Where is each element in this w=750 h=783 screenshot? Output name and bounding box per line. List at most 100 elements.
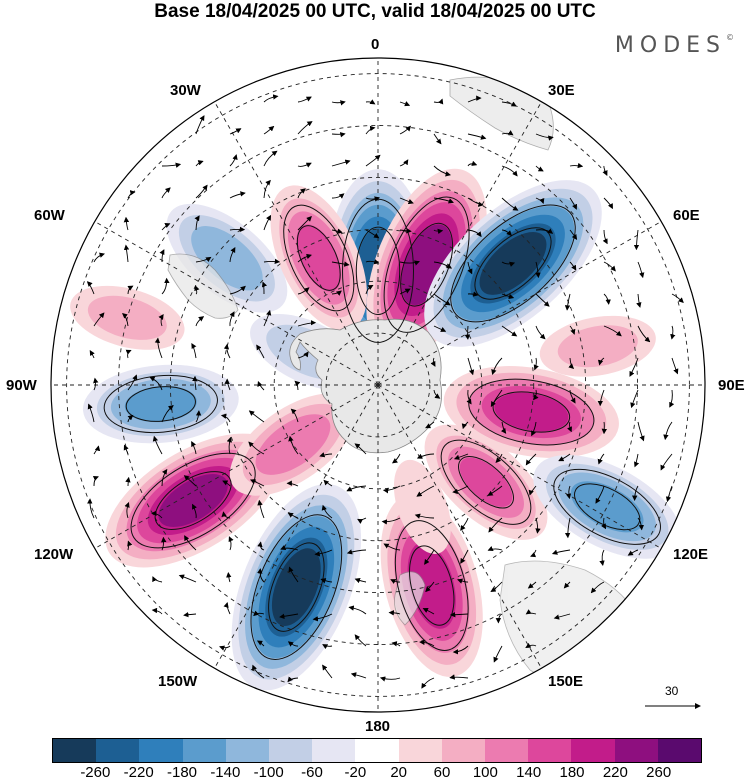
wind-arrow	[535, 261, 541, 279]
wind-arrow	[219, 645, 231, 651]
anomaly-shade	[124, 385, 197, 423]
wind-arrow	[563, 581, 571, 589]
wind-arrow	[331, 132, 346, 138]
wind-arrow	[433, 165, 451, 177]
wind-arrow	[224, 378, 231, 391]
wind-arrow	[365, 284, 374, 295]
contour-line	[553, 468, 661, 545]
wind-arrow	[331, 261, 350, 267]
wind-arrow	[87, 498, 95, 519]
wind-arrow	[551, 549, 571, 555]
wind-arrow	[93, 445, 101, 455]
wind-arrow	[430, 357, 436, 367]
wind-arrow	[297, 351, 309, 359]
wind-arrow	[500, 421, 507, 434]
contour-line	[574, 483, 641, 531]
wind-arrow	[631, 485, 639, 501]
graticule	[51, 58, 705, 712]
wind-arrow	[321, 504, 333, 519]
wind-arrow	[637, 517, 645, 531]
wind-arrow	[528, 485, 537, 496]
wind-arrow	[671, 357, 679, 375]
wind-arrow	[501, 130, 514, 136]
wind-arrow	[569, 197, 578, 210]
wind-arrow	[457, 578, 469, 584]
wind-arrow	[314, 549, 333, 557]
wind-arrow	[127, 374, 138, 391]
meridian-line	[214, 384, 379, 669]
lon-label-60w: 60W	[34, 207, 65, 224]
meridian-line	[94, 221, 379, 386]
wind-arrow	[184, 535, 197, 551]
wind-arrow	[229, 154, 238, 167]
wind-arrow	[558, 453, 571, 462]
colorbar-swatch	[182, 739, 226, 762]
wind-arrow	[597, 357, 605, 366]
wind-arrow	[388, 610, 401, 616]
colorbar-swatch	[485, 739, 529, 762]
modes-logo: MODES©	[615, 33, 734, 58]
lon-label-150w: 150W	[158, 673, 198, 690]
wind-arrow	[331, 159, 351, 167]
wind-arrow	[322, 644, 333, 650]
contour-line	[458, 456, 514, 509]
wind-arrow	[381, 517, 401, 525]
wind-arrow	[601, 517, 607, 530]
anomaly-shade	[459, 457, 513, 507]
anomaly-center	[231, 483, 362, 691]
wind-arrow	[660, 453, 673, 471]
wind-arrow	[331, 290, 342, 296]
wind-arrow	[288, 566, 299, 583]
wind-arrow	[602, 165, 608, 177]
wind-arrow	[433, 197, 454, 204]
wind-arrow	[191, 441, 197, 455]
anomaly-center	[82, 364, 239, 444]
anomaly-center	[533, 454, 681, 559]
wind-vectors	[86, 94, 684, 689]
wind-arrow	[365, 229, 380, 239]
wind-arrow	[433, 325, 447, 332]
wind-arrow	[449, 674, 469, 680]
wind-arrow	[287, 512, 299, 519]
wind-arrow	[531, 421, 537, 437]
wind-arrow	[86, 281, 95, 295]
wind-arrow	[348, 605, 367, 615]
colorbar-swatch	[657, 739, 702, 762]
wind-arrow	[152, 576, 163, 583]
wind-arrow	[535, 165, 544, 172]
wind-arrow	[127, 414, 134, 423]
wind-arrow	[122, 313, 129, 327]
wind-arrow	[354, 578, 367, 584]
wind-arrow	[630, 389, 639, 409]
wind-arrow	[449, 611, 469, 618]
wind-arrow	[125, 476, 131, 487]
meridian-line	[377, 221, 662, 386]
contour-line	[103, 374, 218, 434]
wind-arrow	[161, 187, 171, 199]
wind-arrow	[123, 216, 130, 231]
wind-arrow	[331, 228, 343, 234]
wind-arrow	[127, 190, 136, 199]
wind-arrow	[564, 293, 571, 311]
wind-arrow	[501, 229, 512, 236]
wind-arrow	[263, 125, 275, 135]
colorbar-swatch	[398, 739, 442, 762]
colorbar-tick-label: 100	[472, 764, 498, 781]
wind-arrow	[553, 613, 571, 620]
wind-arrow	[365, 196, 380, 202]
wind-arrow	[453, 453, 469, 460]
wind-arrow	[487, 546, 503, 551]
wind-arrow	[191, 343, 197, 359]
wind-arrow	[535, 133, 554, 141]
wind-arrow	[530, 549, 537, 558]
wind-arrow	[226, 572, 232, 583]
wind-arrow	[192, 375, 198, 391]
brand-mark: ©	[726, 33, 734, 42]
wind-arrow	[467, 133, 487, 140]
wind-arrow	[603, 293, 611, 305]
wind-arrow	[490, 581, 503, 592]
wind-arrow	[92, 475, 99, 487]
wind-arrow	[535, 228, 554, 234]
colorbar-swatch	[53, 739, 97, 762]
colorbar-tick-label: -100	[253, 764, 284, 781]
